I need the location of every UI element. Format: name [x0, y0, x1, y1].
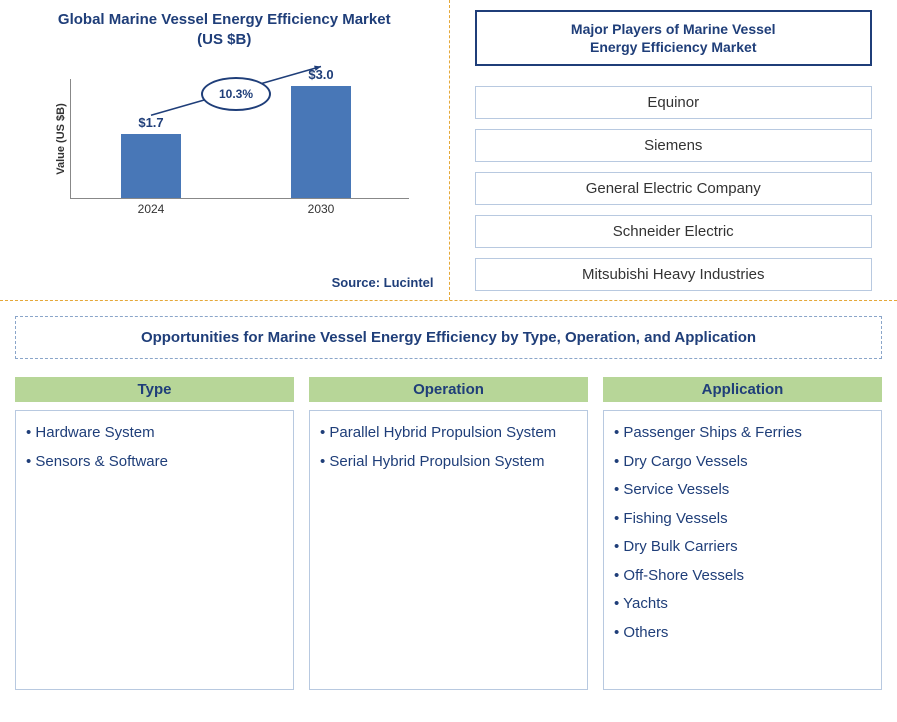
- opportunities-section: Opportunities for Marine Vessel Energy E…: [0, 301, 897, 690]
- chart-title-line2: (US $B): [197, 31, 251, 48]
- list-item: Others: [614, 619, 871, 648]
- column-header: Application: [603, 377, 882, 402]
- chart-title-line1: Global Marine Vessel Energy Efficiency M…: [58, 11, 391, 28]
- players-list: Equinor Siemens General Electric Company Sc…: [475, 86, 873, 291]
- player-item: Equinor: [475, 86, 873, 119]
- opportunity-column: Operation Parallel Hybrid Propulsion Syst…: [309, 377, 588, 690]
- players-title-line1: Major Players of Marine Vessel: [571, 21, 776, 37]
- list-item: Parallel Hybrid Propulsion System: [320, 419, 577, 448]
- source-label: Source: Lucintel: [332, 275, 434, 290]
- column-items-box: Parallel Hybrid Propulsion SystemSerial …: [309, 410, 588, 690]
- player-item: Schneider Electric: [475, 215, 873, 248]
- chart-area: Value (US $B) $1.72024$3.0203010.3%: [60, 59, 419, 219]
- y-axis-label: Value (US $B): [55, 103, 67, 175]
- list-item: Dry Bulk Carriers: [614, 533, 871, 562]
- player-item: General Electric Company: [475, 172, 873, 205]
- list-item: Fishing Vessels: [614, 505, 871, 534]
- player-item: Siemens: [475, 129, 873, 162]
- list-item: Dry Cargo Vessels: [614, 448, 871, 477]
- plot-region: $1.72024$3.0203010.3%: [70, 79, 409, 199]
- list-item: Serial Hybrid Propulsion System: [320, 448, 577, 477]
- x-tick-2024: 2024: [121, 202, 181, 216]
- x-tick-2030: 2030: [291, 202, 351, 216]
- column-items-box: Passenger Ships & FerriesDry Cargo Vesse…: [603, 410, 882, 690]
- players-title-box: Major Players of Marine Vessel Energy Ef…: [475, 10, 873, 66]
- opportunity-column: ApplicationPassenger Ships & FerriesDry …: [603, 377, 882, 690]
- list-item: Hardware System: [26, 419, 283, 448]
- opportunities-columns: TypeHardware SystemSensors & SoftwareOpe…: [15, 377, 882, 690]
- list-item: Sensors & Software: [26, 448, 283, 477]
- column-header: Type: [15, 377, 294, 402]
- chart-title: Global Marine Vessel Energy Efficiency M…: [10, 10, 439, 49]
- cagr-oval: 10.3%: [201, 77, 271, 111]
- players-title-line2: Energy Efficiency Market: [590, 39, 757, 55]
- players-panel: Major Players of Marine Vessel Energy Ef…: [449, 0, 897, 300]
- column-header: Operation: [309, 377, 588, 402]
- top-row: Global Marine Vessel Energy Efficiency M…: [0, 0, 897, 300]
- opportunity-column: Type Hardware SystemSensors & Software: [15, 377, 294, 690]
- column-items-box: Hardware SystemSensors & Software: [15, 410, 294, 690]
- list-item: Service Vessels: [614, 476, 871, 505]
- player-item: Mitsubishi Heavy Industries: [475, 258, 873, 291]
- opportunities-title: Opportunities for Marine Vessel Energy E…: [15, 316, 882, 359]
- list-item: Off-Shore Vessels: [614, 562, 871, 591]
- list-item: Passenger Ships & Ferries: [614, 419, 871, 448]
- chart-panel: Global Marine Vessel Energy Efficiency M…: [0, 0, 449, 300]
- list-item: Yachts: [614, 590, 871, 619]
